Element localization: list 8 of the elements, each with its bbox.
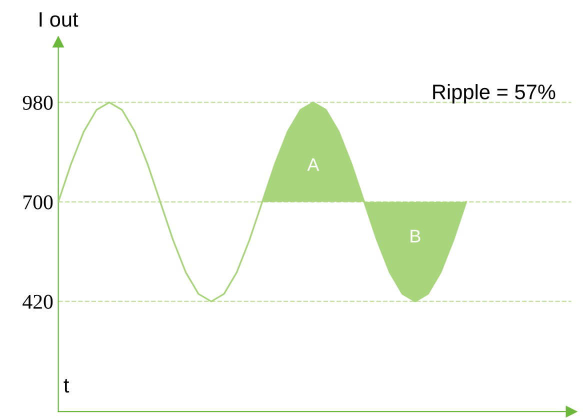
annotation: B — [410, 230, 420, 242]
y-axis-title: I out — [40, 12, 78, 27]
y-tick-label: 420 — [22, 294, 53, 309]
y-tick-label: 700 — [24, 195, 53, 210]
y-tick-label: 980 — [22, 96, 53, 110]
annotation: Ripple = 57% — [433, 84, 556, 104]
x-axis-title: t — [64, 379, 70, 393]
annotation: A — [307, 158, 320, 171]
